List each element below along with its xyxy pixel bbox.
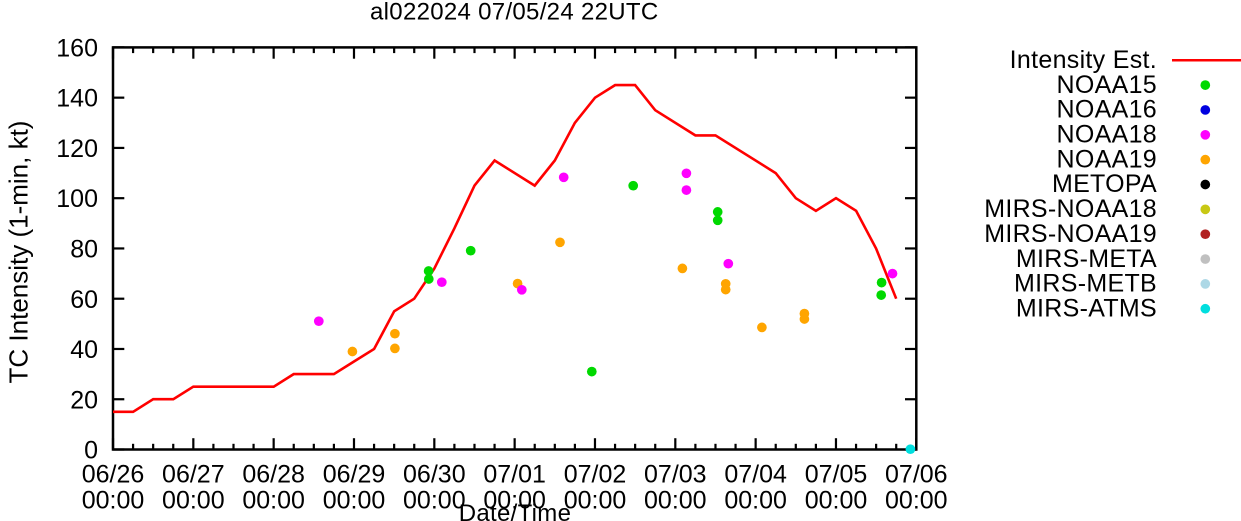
svg-text:00:00: 00:00 — [323, 487, 386, 515]
svg-text:00:00: 00:00 — [403, 487, 466, 515]
svg-text:00:00: 00:00 — [724, 487, 787, 515]
svg-text:06/27: 06/27 — [162, 461, 225, 489]
svg-text:06/26: 06/26 — [82, 461, 145, 489]
svg-text:07/06: 07/06 — [885, 461, 948, 489]
svg-text:0: 0 — [84, 437, 98, 465]
svg-text:MIRS-METB: MIRS-METB — [1014, 270, 1157, 298]
svg-text:MIRS-NOAA19: MIRS-NOAA19 — [984, 220, 1157, 248]
svg-text:NOAA19: NOAA19 — [1057, 145, 1157, 173]
svg-text:07/01: 07/01 — [483, 461, 546, 489]
svg-text:MIRS-META: MIRS-META — [1016, 245, 1157, 273]
svg-text:06/30: 06/30 — [403, 461, 466, 489]
svg-text:40: 40 — [70, 336, 98, 364]
svg-text:Date/Time: Date/Time — [459, 500, 572, 521]
svg-text:06/29: 06/29 — [323, 461, 386, 489]
svg-text:00:00: 00:00 — [885, 487, 948, 515]
svg-text:00:00: 00:00 — [162, 487, 225, 515]
svg-text:80: 80 — [70, 236, 98, 264]
svg-text:NOAA15: NOAA15 — [1057, 71, 1157, 99]
svg-text:100: 100 — [56, 185, 98, 213]
svg-text:60: 60 — [70, 286, 98, 314]
svg-text:00:00: 00:00 — [644, 487, 707, 515]
svg-text:NOAA16: NOAA16 — [1057, 96, 1157, 124]
svg-text:Intensity Est.: Intensity Est. — [1010, 46, 1157, 74]
svg-text:07/04: 07/04 — [724, 461, 787, 489]
svg-text:06/28: 06/28 — [242, 461, 305, 489]
svg-text:120: 120 — [56, 135, 98, 163]
svg-text:07/03: 07/03 — [644, 461, 707, 489]
svg-text:MIRS-ATMS: MIRS-ATMS — [1016, 294, 1157, 322]
svg-text:20: 20 — [70, 386, 98, 414]
svg-text:TC Intensity (1-min, kt): TC Intensity (1-min, kt) — [4, 121, 34, 384]
svg-text:160: 160 — [56, 34, 98, 62]
svg-text:140: 140 — [56, 85, 98, 113]
svg-text:07/05: 07/05 — [805, 461, 868, 489]
svg-text:al022024 07/05/24 22UTC: al022024 07/05/24 22UTC — [370, 0, 658, 25]
svg-text:00:00: 00:00 — [82, 487, 145, 515]
svg-text:07/02: 07/02 — [564, 461, 627, 489]
svg-text:NOAA18: NOAA18 — [1057, 121, 1157, 149]
svg-text:00:00: 00:00 — [242, 487, 305, 515]
svg-text:MIRS-NOAA18: MIRS-NOAA18 — [984, 195, 1157, 223]
svg-text:METOPA: METOPA — [1052, 170, 1157, 198]
svg-text:00:00: 00:00 — [564, 487, 627, 515]
svg-text:00:00: 00:00 — [483, 487, 546, 515]
svg-text:00:00: 00:00 — [805, 487, 868, 515]
